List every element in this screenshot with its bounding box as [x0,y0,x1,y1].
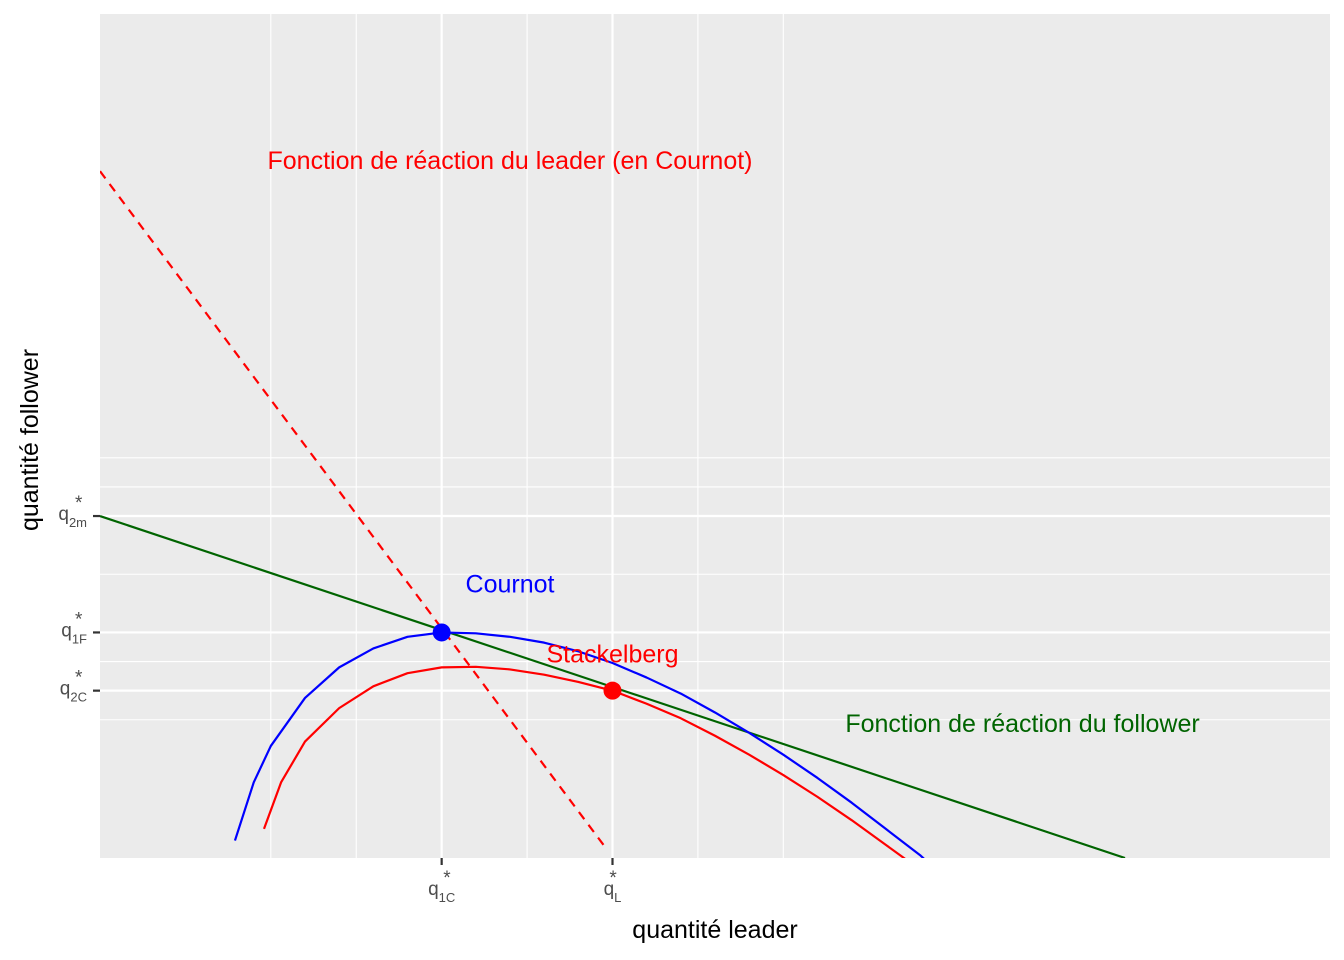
y-tick-label: q2m* [58,493,87,530]
y-tick-label: q2C* [60,668,87,705]
chart-points [432,623,622,700]
annotation-follower: Fonction de réaction du follower [845,710,1199,738]
major-gridlines [100,14,1330,858]
annotation-leader: Fonction de réaction du leader (en Courn… [267,147,752,175]
x-tick-label: q1C* [428,868,455,905]
annotation-stackelberg: Stackelberg [546,640,678,668]
x-tick-label: qL* [604,868,622,905]
series-leader-reaction [100,170,607,849]
annotation-cournot: Cournot [466,570,555,598]
point-stackelberg [603,681,622,700]
x-axis-title: quantité leader [632,916,797,944]
series-stackelberg-isoprofit [262,665,906,858]
series-cournot-isoprofit [233,631,925,858]
plot-panel [100,14,1330,858]
y-tick-label: q1F* [61,609,87,646]
y-axis-title: quantité follower [16,349,44,531]
point-cournot [432,623,451,642]
axis-ticks: q1C* qL* q2C* q1F* q2m* [58,493,621,905]
chart-annotations: Fonction de réaction du leader (en Courn… [267,147,1199,738]
